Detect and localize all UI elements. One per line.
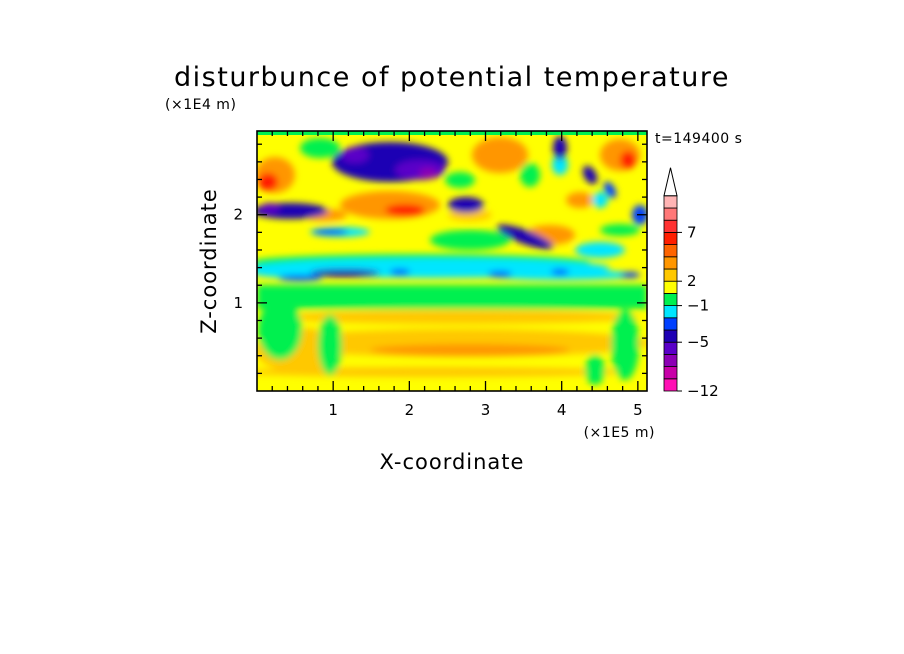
contour-region — [278, 275, 322, 281]
contour-region — [603, 181, 617, 199]
colorbar-segment — [663, 292, 678, 306]
contour-region — [395, 160, 445, 180]
colorbar-tick-label: 2 — [687, 272, 697, 290]
contour-region — [280, 310, 640, 324]
plot-top-strip — [257, 131, 647, 135]
contour-region — [257, 285, 647, 309]
contour-region — [341, 147, 369, 163]
colorbar-tick-label: −12 — [687, 382, 719, 400]
contour-region — [310, 269, 380, 277]
x-tick-label: 1 — [328, 401, 338, 419]
colorbar-segment — [663, 317, 678, 331]
y-axis-ticks: 12 — [233, 143, 647, 375]
contour-region — [600, 224, 640, 236]
contour-region — [300, 138, 340, 158]
colorbar-segment — [663, 207, 678, 221]
plot-area — [257, 131, 647, 391]
plot-frame — [256, 130, 648, 392]
contour-region — [258, 173, 278, 191]
x-tick-label: 3 — [481, 401, 491, 419]
contour-region — [257, 367, 630, 377]
y-tick-label: 1 — [233, 294, 243, 312]
contour-region — [520, 163, 540, 187]
x-tick-label: 4 — [557, 401, 567, 419]
contour-field — [257, 136, 647, 385]
contour-region — [620, 272, 640, 278]
contour-region — [370, 344, 570, 356]
x-tick-label: 2 — [405, 401, 415, 419]
contour-region — [445, 172, 475, 188]
y-tick-label: 2 — [233, 206, 243, 224]
contour-region — [566, 192, 594, 208]
colorbar-segment — [663, 231, 678, 245]
contour-region — [318, 315, 342, 375]
y-axis-label: Z-coordinate — [197, 188, 221, 334]
contour-region — [611, 310, 639, 380]
contour-region — [430, 230, 510, 250]
contour-region — [419, 168, 437, 178]
contour-region — [592, 192, 608, 208]
x-axis-ticks: 1 2 3 4 5 — [271, 131, 643, 419]
contour-region — [585, 355, 605, 385]
contour-region — [258, 300, 302, 360]
colorbar-segment — [663, 280, 678, 294]
colorbar-segment — [663, 329, 678, 343]
colorbar-segment — [663, 366, 678, 380]
chart-title: disturbunce of potential temperature — [174, 62, 730, 93]
contour-region — [390, 269, 410, 275]
contour-region — [472, 137, 528, 173]
colorbar-tick-label: −1 — [687, 297, 709, 315]
x-axis-unit: (×1E5 m) — [584, 425, 655, 441]
colorbar-segment — [663, 378, 678, 392]
contour-region — [385, 204, 425, 216]
contour-region — [620, 151, 636, 169]
contour-region — [488, 271, 512, 277]
contour-region — [553, 136, 567, 160]
colorbar: 7 2 −1 −5 −12 — [663, 167, 719, 400]
colorbar-segment — [663, 341, 678, 355]
contour-region — [496, 224, 554, 250]
contour-region — [312, 229, 348, 235]
colorbar-segment — [663, 353, 678, 367]
contour-region — [575, 242, 625, 258]
contour-region — [448, 197, 484, 213]
colorbar-segment — [663, 268, 678, 282]
colorbar-extend-arrow — [663, 167, 678, 197]
colorbar-segment — [663, 305, 678, 319]
contour-region — [340, 191, 440, 219]
colorbar-segment — [663, 244, 678, 258]
contour-region — [552, 155, 568, 175]
colorbar-segment — [663, 195, 678, 209]
contour-region — [260, 203, 280, 213]
y-axis-unit: (×1E4 m) — [165, 97, 236, 113]
contour-region — [551, 269, 569, 275]
colorbar-segment — [663, 219, 678, 233]
colorbar-tick-label: 7 — [687, 223, 697, 241]
colorbar-segment — [663, 256, 678, 270]
x-tick-label: 5 — [633, 401, 643, 419]
x-axis-label: X-coordinate — [380, 450, 525, 474]
colorbar-tick-label: −5 — [687, 333, 709, 351]
time-label: t=149400 s — [655, 131, 742, 147]
contour-region — [582, 165, 598, 185]
